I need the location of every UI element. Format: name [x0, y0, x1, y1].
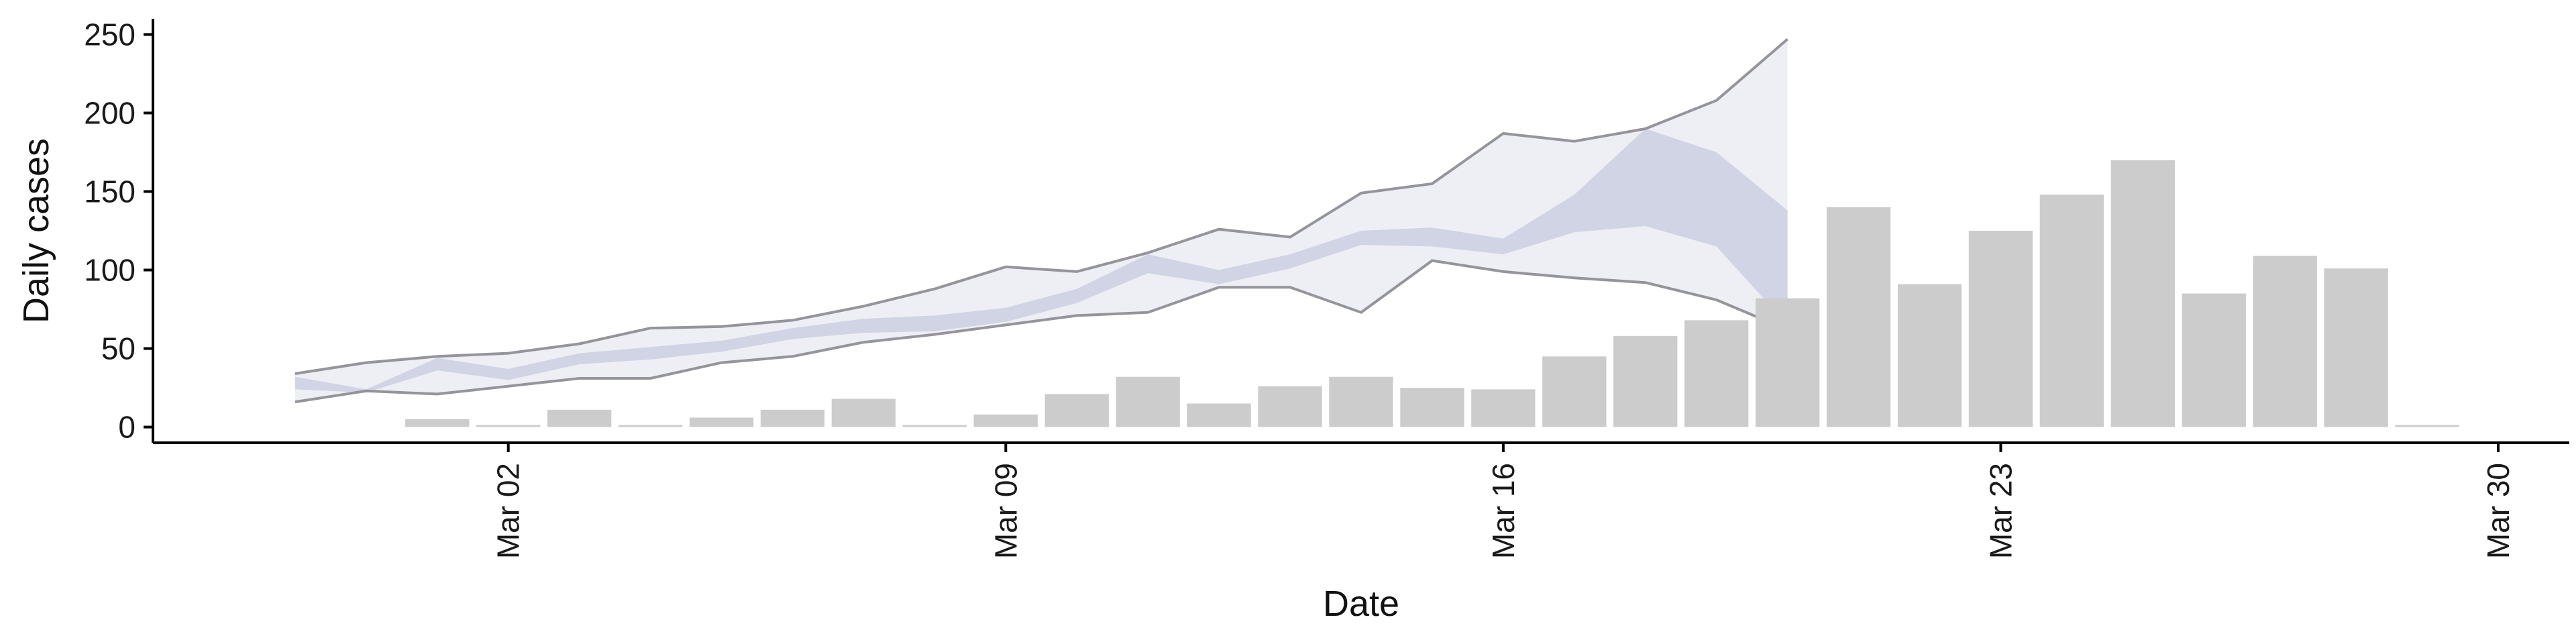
x-tick-label-mar-16: Mar 16	[1486, 463, 1521, 559]
bar-2020-03-21	[1826, 207, 1891, 427]
x-tick-label-mar-30: Mar 30	[2481, 463, 2516, 559]
bar-2020-03-25	[2110, 160, 2175, 427]
bar-2020-03-27	[2253, 256, 2317, 427]
bar-2020-03-23	[1968, 231, 2033, 427]
bar-2020-03-09	[973, 414, 1038, 427]
bar-2020-03-14	[1329, 376, 1393, 427]
outer-band-upper-line	[294, 38, 1788, 375]
bar-2020-03-22	[1897, 284, 1962, 427]
y-tick-label-50: 50	[101, 331, 136, 366]
bar-2020-03-11	[1116, 376, 1180, 427]
bar-2020-03-13	[1258, 386, 1322, 427]
bar-2020-03-10	[1044, 394, 1109, 427]
x-tick-label-mar-09: Mar 09	[988, 463, 1023, 559]
nowcast-bands	[294, 38, 1788, 404]
bar-2020-03-02	[476, 425, 541, 427]
axis-ticks: 0 50 100 150 200 250 Mar 02 Mar 09 Mar 16 Mar 23 M…	[84, 17, 2516, 559]
bar-2020-03-01	[405, 419, 470, 427]
bar-2020-03-05	[689, 417, 754, 427]
bar-2020-03-08	[902, 425, 967, 427]
x-tick-label-mar-02: Mar 02	[491, 463, 526, 559]
bar-2020-03-06	[760, 409, 825, 427]
bar-2020-03-16	[1471, 389, 1536, 427]
y-tick-label-250: 250	[84, 17, 136, 52]
outer-band-lower-line	[294, 259, 1788, 404]
bar-2020-03-26	[2182, 293, 2246, 427]
y-tick-label-200: 200	[84, 95, 136, 130]
y-tick-label-100: 100	[84, 253, 136, 288]
bar-2020-03-04	[618, 425, 683, 427]
chart-axes	[152, 19, 2569, 444]
inner-credible-band	[294, 128, 1788, 393]
bar-2020-03-19	[1684, 320, 1749, 427]
y-tick-label-0: 0	[118, 410, 136, 445]
x-axis-title: Date	[1323, 584, 1399, 624]
bar-2020-03-20	[1756, 298, 1820, 427]
x-tick-label-mar-23: Mar 23	[1983, 463, 2018, 559]
bar-2020-03-29	[2395, 425, 2459, 427]
bar-2020-03-18	[1613, 335, 1678, 427]
bar-2020-03-15	[1400, 388, 1464, 427]
bar-2020-03-28	[2324, 268, 2388, 427]
daily-case-bars	[405, 160, 2459, 427]
bar-2020-03-12	[1187, 403, 1251, 427]
bar-2020-03-17	[1542, 356, 1607, 427]
bar-2020-03-07	[831, 398, 896, 427]
y-tick-label-150: 150	[84, 174, 136, 209]
bar-2020-03-24	[2039, 195, 2104, 427]
y-axis-title: Daily cases	[16, 138, 56, 323]
bar-2020-03-03	[547, 409, 612, 427]
